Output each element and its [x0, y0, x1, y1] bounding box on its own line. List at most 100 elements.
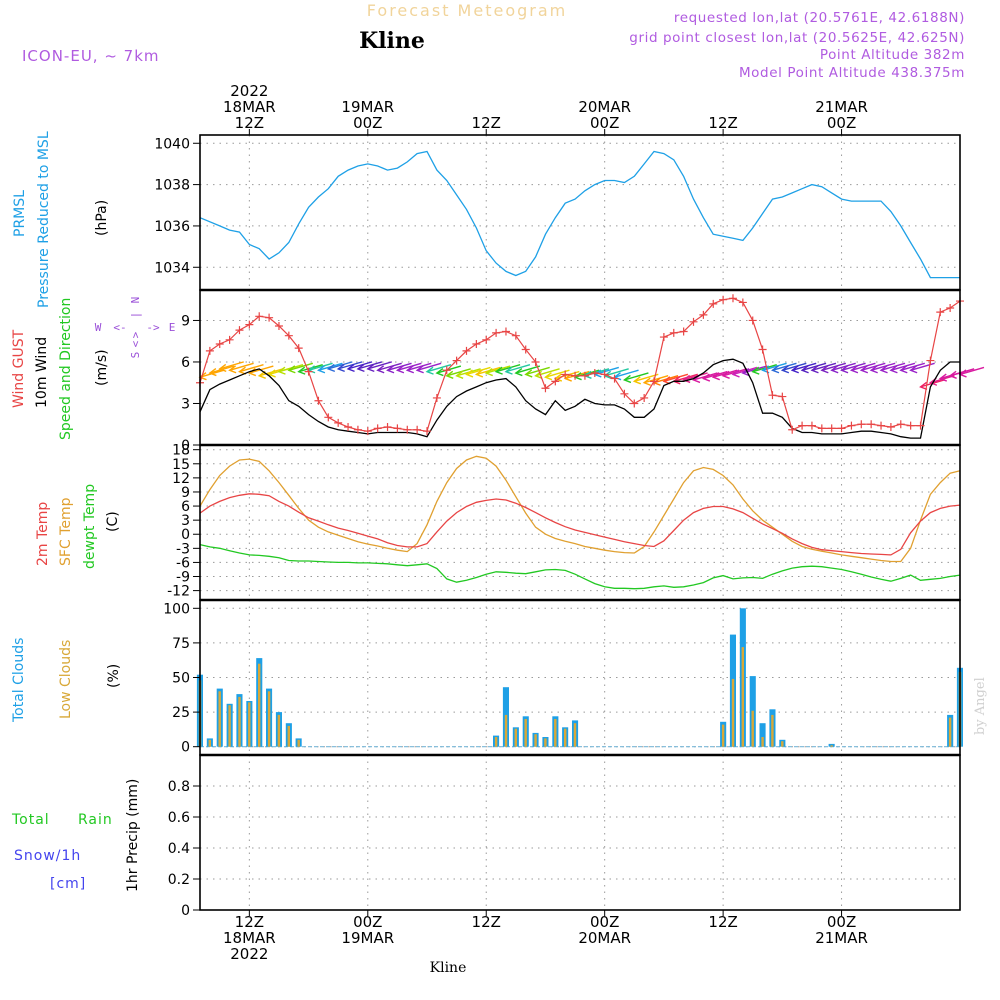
wind-arrow-shaft	[880, 362, 906, 371]
wind-gust-point	[896, 420, 905, 429]
wind-gust-point	[600, 370, 609, 379]
clouds-ytick-label: 50	[172, 671, 190, 687]
wind-arrow-shaft	[525, 366, 550, 376]
bottom-time-label: 18MAR	[223, 929, 276, 947]
wind-gust-point	[363, 427, 372, 436]
low-cloud-bar	[781, 741, 784, 747]
temp-ytick-label: 6	[181, 499, 190, 515]
wind-direction-arrow	[632, 373, 659, 385]
wind-arrow-shaft	[249, 365, 274, 374]
wind-gust-point	[768, 391, 777, 400]
pressure-ytick-label: 1038	[154, 178, 190, 194]
wind-arrow-shaft	[535, 368, 560, 377]
wind-direction-arrow	[514, 365, 541, 377]
wind-gust-point	[482, 335, 491, 344]
precip-labels: Total Rain Snow/1h [cm] 1hr Precip (mm)	[11, 779, 141, 892]
wind-arrow-head	[455, 370, 464, 379]
wind-arrow-shaft	[792, 362, 817, 371]
wind-arrow-head	[840, 365, 849, 374]
wind-arrow-shaft	[643, 375, 669, 384]
rain-label: Rain	[78, 812, 113, 828]
wind-speed-dir-label: Speed and Direction	[58, 298, 74, 440]
wind-gust-point	[501, 327, 510, 336]
top-time-label: 2022	[230, 82, 268, 100]
low-cloud-bar	[228, 705, 231, 747]
dewpt-temp-line	[199, 543, 961, 590]
low-cloud-bar	[287, 725, 290, 747]
wind-arrow-shaft	[337, 361, 363, 370]
low-cloud-bar	[721, 724, 725, 747]
bottom-time-label: 00Z	[827, 913, 856, 931]
wind-arrow-head	[711, 372, 720, 381]
top-time-label: 12Z	[708, 114, 737, 132]
temp-ytick-label: 0	[181, 527, 190, 543]
wind-arrow-shaft	[614, 369, 639, 378]
wind-gust-point	[877, 421, 886, 430]
wind-arrow-shaft	[861, 362, 886, 371]
wind-arrow-head	[899, 365, 908, 374]
wind-gust-point	[294, 344, 303, 353]
wind-arrow-shaft	[959, 366, 985, 376]
cloud-labels: Total Clouds Low Clouds (%)	[11, 638, 122, 723]
wind-direction-arrow	[376, 362, 402, 374]
wind-arrow-head	[494, 366, 503, 375]
wind-gust-point	[423, 427, 432, 436]
low-cloud-bar	[751, 710, 754, 747]
total-label: Total	[11, 812, 50, 828]
wind-arrow-head	[218, 363, 227, 373]
precip-ytick-label: 0.2	[168, 872, 190, 888]
wind-gust-point	[344, 423, 353, 432]
wind-arrow-head	[701, 373, 711, 382]
wind-arrow-head	[356, 363, 365, 373]
wind-direction-arrow	[682, 372, 708, 384]
wind-arrow-head	[869, 365, 878, 374]
wind-gust-point	[452, 356, 461, 365]
wind-gust-point	[906, 421, 915, 430]
wind-direction-arrow	[326, 361, 353, 373]
wind-gust-point	[748, 316, 757, 325]
precip-ytick-label: 0	[181, 903, 190, 919]
wind-gust-point	[521, 345, 530, 354]
temp-ytick-label: 18	[172, 443, 190, 459]
temp-ytick-label: 15	[172, 457, 190, 473]
wind-gust-point	[472, 339, 481, 348]
wind-arrow-head	[346, 363, 355, 373]
wind-direction-arrow	[494, 363, 521, 375]
wind-arrow-shaft	[308, 362, 333, 371]
2m-temp-line	[199, 493, 961, 556]
low-cloud-bar	[297, 739, 300, 747]
wind-gust-point	[541, 384, 550, 393]
wind-arrow-head	[504, 366, 513, 375]
low-cloud-bar	[208, 739, 211, 747]
wind-arrow-shaft	[505, 363, 531, 373]
wind-direction-arrow	[622, 372, 649, 384]
location-title: Kline	[359, 28, 425, 54]
wind-arrow-head	[810, 365, 819, 374]
wind-arrow-head	[849, 365, 859, 374]
low-cloud-bar	[573, 723, 577, 747]
wind-arrow-head	[287, 365, 296, 374]
wind-arrow-head	[632, 376, 642, 385]
low-cloud-bar	[514, 728, 517, 747]
wind-arrow-head	[524, 369, 533, 378]
wind-arrow-shaft	[634, 373, 659, 383]
low-cloud-bar	[277, 714, 281, 747]
wind-gust-point	[650, 377, 659, 386]
wind-gust-point	[245, 320, 254, 329]
compass-ns: |	[129, 312, 142, 319]
clouds-frame	[199, 599, 961, 756]
wind-arrow-head	[336, 363, 345, 373]
wind-arrow-shaft	[624, 372, 649, 381]
precip-frame	[199, 754, 961, 911]
wind-gust-point	[492, 328, 501, 337]
wind-gust-point	[669, 328, 678, 337]
low-cloud-bar	[504, 714, 508, 747]
temp-unit-label: (C)	[105, 511, 121, 532]
wind-gust-point	[936, 308, 945, 317]
wind-arrow-head	[277, 366, 286, 375]
dewpt-label: dewpt Temp	[82, 484, 98, 569]
wind-arrow-shaft	[870, 362, 896, 371]
wind-arrow-shaft	[890, 362, 916, 371]
wind-arrow-head	[435, 367, 444, 377]
